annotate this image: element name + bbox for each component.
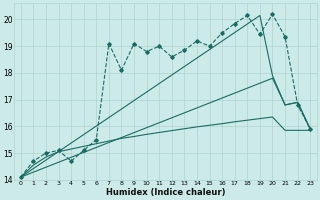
X-axis label: Humidex (Indice chaleur): Humidex (Indice chaleur) bbox=[106, 188, 225, 197]
